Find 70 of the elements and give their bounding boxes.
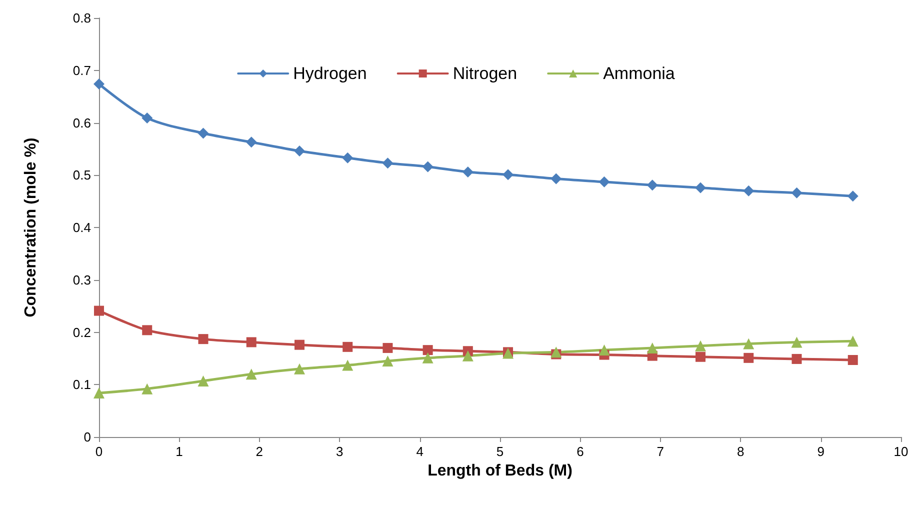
point [847, 336, 858, 347]
x-tick-label: 7 [656, 444, 664, 459]
y-tick-label: 0.6 [72, 115, 91, 130]
legend-label: Ammonia [603, 64, 676, 83]
point [246, 136, 257, 148]
y-tick-label: 0 [84, 430, 91, 444]
point [382, 356, 394, 367]
point [502, 169, 514, 180]
point [94, 388, 104, 399]
y-tick-label: 0.8 [72, 10, 91, 26]
point [342, 152, 354, 164]
point [646, 180, 658, 191]
y-tick-label: 0.4 [72, 220, 91, 235]
y-tick-label: 0.1 [72, 377, 91, 392]
point [598, 176, 610, 188]
point [342, 342, 353, 352]
y-tick-label: 0.7 [72, 62, 91, 78]
point [142, 325, 152, 336]
x-tick-label: 10 [894, 444, 908, 459]
x-tick-label: 1 [176, 444, 183, 459]
point [848, 355, 858, 366]
point [198, 128, 209, 139]
point [695, 340, 706, 352]
point [743, 185, 754, 196]
point [246, 337, 256, 348]
point [462, 166, 474, 178]
x-axis-title: Length of Beds (M) [428, 462, 572, 480]
point [142, 383, 153, 394]
legend-label: Nitrogen [452, 64, 518, 83]
point [294, 363, 305, 374]
y-axis-title: Concentration (mole %) [22, 138, 40, 318]
y-tick-label: 0.5 [72, 168, 91, 183]
point [550, 346, 562, 358]
x-tick-label: 8 [736, 444, 744, 459]
point [198, 334, 208, 344]
point [598, 344, 610, 356]
y-tick-label: 0.3 [72, 272, 91, 288]
point [696, 352, 706, 362]
point [198, 375, 209, 386]
x-tick-label: 2 [256, 444, 264, 459]
point [246, 368, 257, 380]
point [142, 112, 153, 124]
point [382, 158, 394, 169]
point [695, 182, 706, 194]
point [422, 352, 434, 364]
point [422, 345, 433, 356]
point [294, 340, 304, 350]
x-tick-label: 9 [817, 444, 824, 459]
point [646, 342, 658, 354]
x-tick-label: 6 [576, 444, 584, 459]
point [94, 306, 104, 316]
point [744, 352, 754, 363]
x-tick-label: 4 [416, 444, 424, 459]
point [847, 190, 858, 202]
x-tick-label: 5 [496, 444, 504, 459]
point [94, 78, 104, 90]
point [743, 338, 754, 350]
point [294, 146, 305, 157]
point [342, 360, 354, 371]
point [791, 336, 802, 348]
point [462, 350, 474, 362]
legend-label: Hydrogen [293, 64, 367, 83]
x-tick-label: 0 [95, 444, 103, 459]
point [550, 173, 562, 184]
point [792, 354, 802, 364]
point [382, 342, 393, 353]
point [791, 187, 802, 198]
y-tick-label: 0.2 [72, 324, 91, 340]
x-tick-label: 3 [336, 444, 344, 459]
point [422, 161, 434, 172]
